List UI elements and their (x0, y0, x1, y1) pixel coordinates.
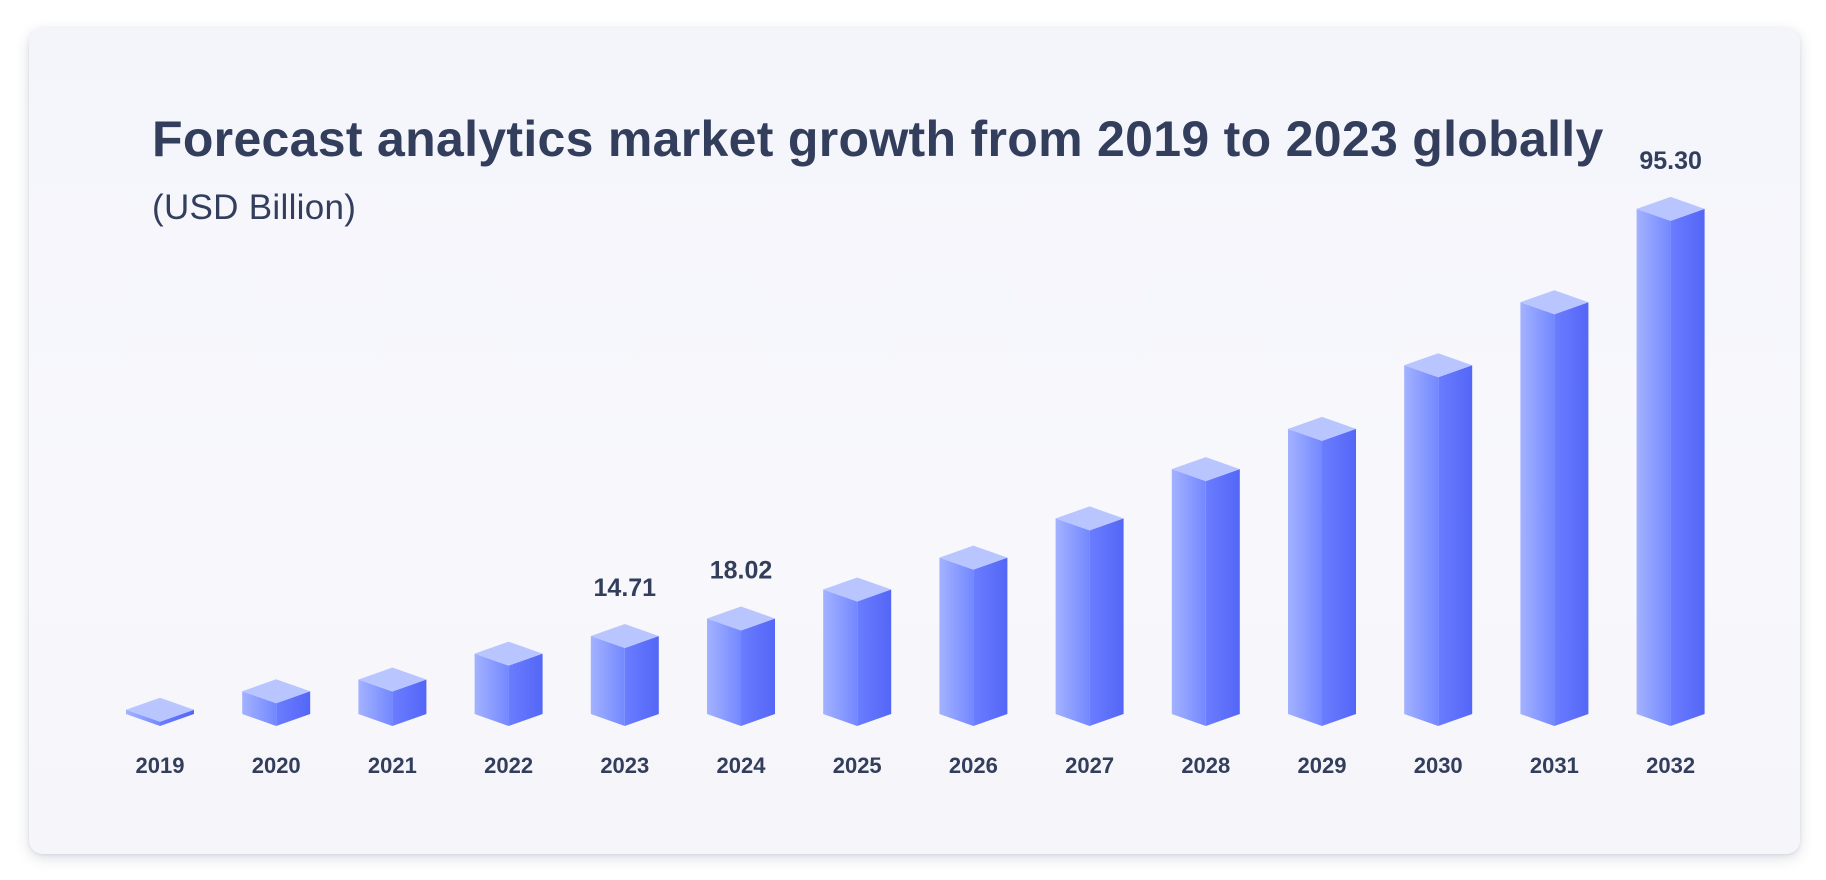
bar-top-face (1055, 506, 1124, 531)
data-label: 95.30 (1639, 147, 1702, 175)
bar-2022 (474, 641, 543, 726)
data-label: 18.02 (710, 556, 773, 584)
bar-left-face (1288, 428, 1322, 726)
bars-group (126, 196, 1705, 726)
x-tick-label: 2027 (1065, 753, 1114, 778)
bar-2026 (939, 545, 1008, 726)
bar-top-face (707, 606, 775, 631)
bar-2019 (126, 697, 194, 726)
bar-right-face (276, 691, 311, 726)
bar-top-face (1288, 416, 1356, 441)
chart-subtitle: (USD Billion) (152, 188, 357, 227)
bar-right-face (1554, 302, 1589, 726)
bar-2023 (590, 624, 659, 726)
data-label: 14.71 (594, 574, 657, 602)
x-tick-label: 2020 (252, 753, 301, 778)
x-tick-label: 2030 (1414, 753, 1463, 778)
bar-top-face (1404, 353, 1473, 378)
x-tick-label: 2022 (484, 753, 533, 778)
bar-2030 (1404, 353, 1473, 726)
x-tick-label: 2025 (833, 753, 882, 778)
bar-top-face (590, 624, 659, 649)
x-tick-label: 2023 (600, 753, 649, 778)
bar-left-face (242, 691, 277, 726)
bar-right-face (1322, 428, 1356, 726)
bar-2025 (823, 577, 892, 726)
bar-right-face (973, 557, 1008, 726)
x-tick-label: 2031 (1530, 753, 1579, 778)
bar-top-face (1520, 290, 1589, 315)
bar-left-face (823, 589, 858, 726)
bar-2020 (242, 679, 311, 726)
bar-2021 (358, 667, 427, 726)
bar-left-face (590, 636, 625, 726)
x-tick-label: 2032 (1646, 753, 1695, 778)
x-tick-label: 2028 (1181, 753, 1230, 778)
bar-right-face (857, 589, 892, 726)
bar-right-face (1089, 518, 1124, 726)
bar-top-face (242, 679, 311, 704)
bar-2031 (1520, 290, 1589, 726)
bar-right-face (1670, 208, 1705, 726)
bar-left-face (1520, 302, 1555, 726)
bar-2032 (1636, 196, 1705, 726)
x-axis-labels: 2019 2020 2021 2022 2023 2024 2025 2026 2027 2028… (136, 753, 1696, 778)
bar-right-face (1205, 469, 1240, 726)
bar-right-face (624, 636, 659, 726)
bar-left-face (358, 679, 393, 726)
x-tick-label: 2021 (368, 753, 417, 778)
bar-left-face (707, 618, 741, 726)
data-labels: 14.71 18.02 95.30 (594, 147, 1702, 602)
bar-left-face (939, 557, 974, 726)
bar-right-face (741, 618, 775, 726)
bar-2029 (1288, 416, 1356, 726)
bar-right-face (392, 679, 427, 726)
bar-right-face (160, 709, 194, 726)
chart-card: Forecast analytics market growth from 20… (29, 28, 1800, 854)
bar-right-face (508, 653, 543, 726)
bar-left-face (1404, 365, 1439, 726)
bar-left-face (126, 709, 160, 726)
bar-2027 (1055, 506, 1124, 726)
chart-title: Forecast analytics market growth from 20… (152, 111, 1604, 167)
bar-top-face (358, 667, 427, 692)
bar-left-face (1636, 208, 1671, 726)
bar-2028 (1171, 457, 1240, 726)
x-tick-label: 2026 (949, 753, 998, 778)
bar-left-face (1055, 518, 1090, 726)
bar-chart: 2019 2020 2021 2022 2023 2024 2025 2026 2027 2028… (126, 147, 1705, 778)
bar-top-face (1171, 457, 1240, 482)
bar-top-face (823, 577, 892, 602)
bar-top-face (126, 697, 194, 722)
bar-left-face (1171, 469, 1206, 726)
bar-top-face (939, 545, 1008, 570)
bar-right-face (1438, 365, 1473, 726)
x-tick-label: 2019 (136, 753, 185, 778)
bar-top-face (474, 641, 543, 666)
bar-2024 (707, 606, 775, 726)
x-tick-label: 2024 (717, 753, 767, 778)
x-tick-label: 2029 (1298, 753, 1347, 778)
bar-left-face (474, 653, 509, 726)
bar-top-face (1636, 196, 1705, 221)
